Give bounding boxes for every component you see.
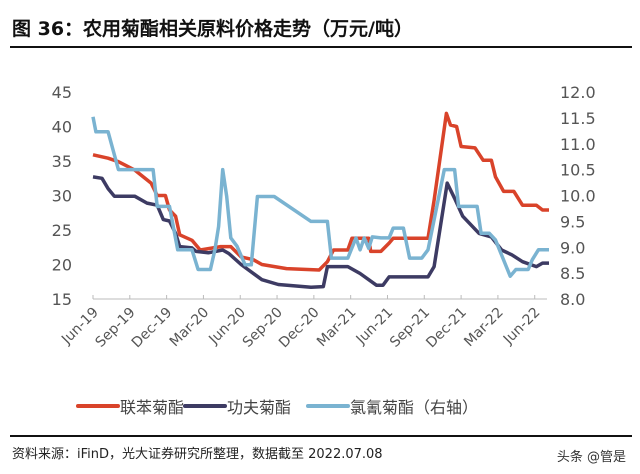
- series-line-1: [92, 175, 549, 290]
- y-right-tick-label: 11.5: [560, 109, 596, 128]
- y-right-tick-label: 9.5: [560, 212, 585, 231]
- x-tick-label: Dec-21: [423, 305, 470, 352]
- legend-label: 功夫菊酯: [227, 398, 291, 417]
- x-tick-label: Mar-22: [461, 305, 507, 351]
- y-left-tick-label: 45: [52, 83, 72, 102]
- series-line-0: [92, 111, 549, 272]
- legend-label: 联苯菊酯: [120, 398, 184, 417]
- y-left-tick-label: 40: [52, 118, 72, 137]
- y-left-tick-label: 25: [52, 221, 72, 240]
- y-right-tick-label: 8.0: [560, 290, 585, 309]
- x-tick-label: Dec-20: [276, 305, 323, 352]
- x-tick-label: Dec-19: [129, 305, 176, 352]
- x-tick-label: Jun-22: [500, 305, 544, 349]
- footer-divider: [10, 435, 632, 437]
- chart-title: 图 36：农用菊酯相关原料价格走势（万元/吨）: [12, 18, 413, 40]
- source-note: 资料来源：iFinD，光大证券研究所整理，数据截至 2022.07.08: [12, 447, 383, 462]
- y-left-tick-label: 35: [52, 152, 72, 171]
- y-left-tick-label: 20: [52, 256, 72, 275]
- legend-label: 氯氰菊酯（右轴）: [350, 398, 478, 417]
- watermark: 头条 @管是: [556, 450, 626, 465]
- x-tick-label: Mar-21: [314, 305, 360, 351]
- y-right-tick-label: 11.0: [560, 135, 596, 154]
- y-left-tick-label: 30: [52, 187, 72, 206]
- y-right-tick-label: 12.0: [560, 83, 596, 102]
- y-right-tick-label: 9.0: [560, 238, 585, 257]
- title-divider: [10, 46, 632, 48]
- x-tick-label: Mar-20: [167, 305, 213, 351]
- y-left-tick-label: 15: [52, 290, 72, 309]
- y-right-tick-label: 10.0: [560, 187, 596, 206]
- y-right-tick-label: 10.5: [560, 161, 596, 180]
- y-right-tick-label: 8.5: [560, 264, 585, 283]
- series-line-2: [91, 116, 549, 278]
